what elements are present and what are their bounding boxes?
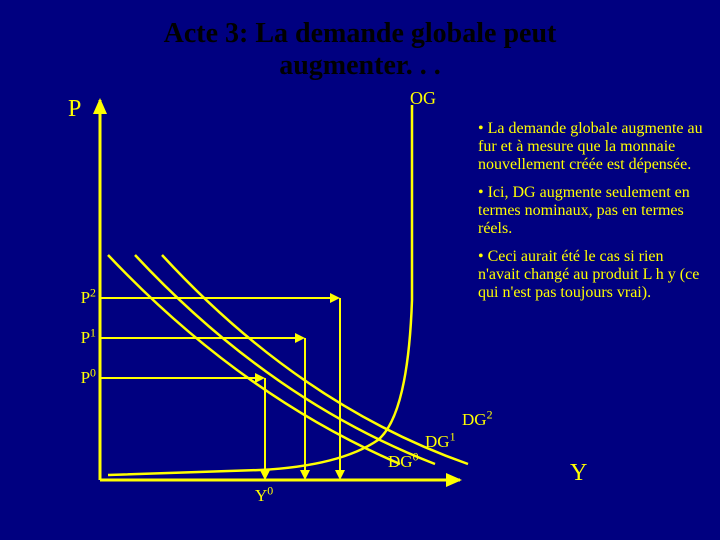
bullet-item: • Ici, DG augmente seulement en termes n… — [478, 184, 708, 238]
demand-curve-label: DG2 — [462, 410, 493, 430]
demand-curve-label: DG1 — [425, 432, 456, 452]
title-line1: Acte 3: La demande globale peut — [164, 18, 557, 49]
og-label: OG — [410, 88, 436, 109]
bullet-item: • Ceci aurait été le cas si rien n'avait… — [478, 248, 708, 302]
slide-title: Acte 3: La demande globale peut augmente… — [0, 18, 720, 82]
bullet-list: • La demande globale augmente au fur et … — [478, 120, 708, 312]
bullet-item: • La demande globale augmente au fur et … — [478, 120, 708, 174]
title-line2: augmenter. . . — [279, 50, 441, 81]
price-marker-label: P2 — [66, 288, 96, 308]
y0-label: Y0 — [255, 486, 273, 506]
price-marker-label: P1 — [66, 328, 96, 348]
demand-curve-label: DG0 — [388, 452, 419, 472]
p-axis-label: P — [68, 96, 81, 123]
y-axis-label: Y — [570, 460, 587, 487]
chart-svg — [100, 100, 500, 520]
price-marker-label: P0 — [66, 368, 96, 388]
chart-area: P Y OG DG0DG1DG2P2P1P0Y0 — [100, 100, 460, 480]
